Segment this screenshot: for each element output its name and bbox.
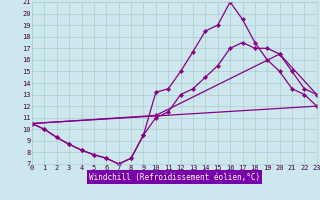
- X-axis label: Windchill (Refroidissement éolien,°C): Windchill (Refroidissement éolien,°C): [89, 173, 260, 182]
